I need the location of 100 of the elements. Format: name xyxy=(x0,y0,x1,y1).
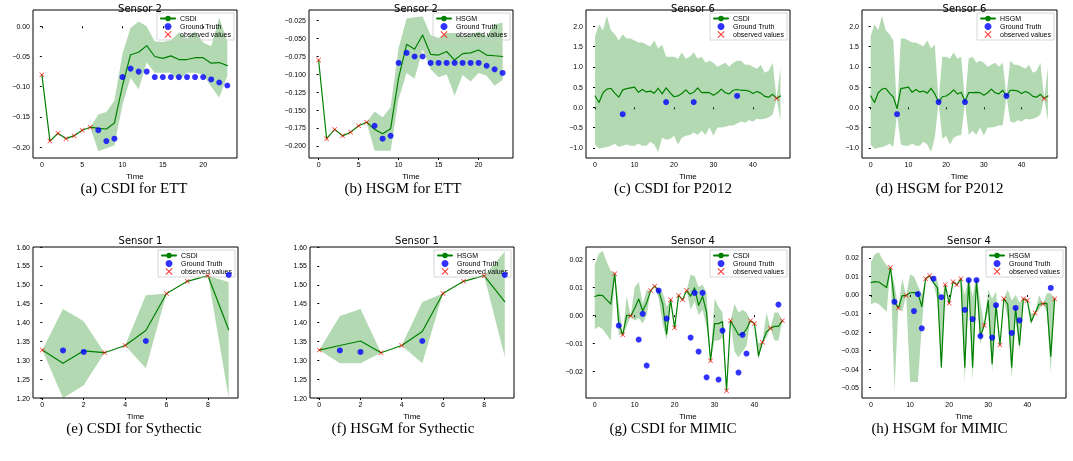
point xyxy=(119,74,126,81)
x-axis-title: Time xyxy=(402,172,421,182)
point xyxy=(735,369,742,376)
point xyxy=(1047,284,1054,291)
point xyxy=(356,123,362,129)
point xyxy=(927,273,933,279)
text: (g) CSDI for MIMIC xyxy=(609,419,737,437)
point xyxy=(332,126,338,132)
point xyxy=(894,111,901,118)
point xyxy=(923,276,929,282)
point xyxy=(60,347,67,354)
text: (e) CSDI for Sythectic xyxy=(66,419,203,437)
point xyxy=(403,49,410,56)
point xyxy=(419,53,426,60)
chart-title: Sensor 1 xyxy=(118,234,163,246)
point xyxy=(1020,296,1026,302)
point xyxy=(336,347,343,354)
point xyxy=(443,59,450,66)
point xyxy=(751,321,757,327)
x-axis-title: Time xyxy=(950,172,969,182)
line-series xyxy=(594,86,782,104)
point xyxy=(95,127,102,134)
point xyxy=(340,133,346,139)
point xyxy=(903,293,909,299)
point xyxy=(747,318,753,324)
point xyxy=(103,138,110,145)
point xyxy=(779,318,785,324)
point xyxy=(379,135,386,142)
point xyxy=(989,334,996,341)
point xyxy=(348,129,354,135)
point xyxy=(135,68,142,75)
x-axis-title: Time xyxy=(126,412,145,422)
chart-title: Sensor 1 xyxy=(395,234,439,246)
point xyxy=(467,59,474,66)
point xyxy=(224,82,231,89)
point xyxy=(695,348,702,355)
point xyxy=(973,277,980,284)
point xyxy=(39,72,45,78)
point xyxy=(715,376,722,383)
text: (h) HSGM for MIMIC xyxy=(871,419,1008,437)
point xyxy=(411,53,418,60)
x-axis-title: Time xyxy=(679,412,698,422)
point xyxy=(151,74,158,81)
text: (c) CSDI for P2012 xyxy=(614,179,732,197)
point xyxy=(1003,92,1010,99)
point xyxy=(891,298,898,305)
x-axis-title: Time xyxy=(955,412,974,422)
point xyxy=(699,289,706,296)
text: (b) HSGM for ETT xyxy=(344,179,462,197)
point xyxy=(1041,95,1047,101)
point xyxy=(775,301,782,308)
text: (f) HSGM for Sythectic xyxy=(331,419,475,437)
chart-title: Sensor 2 xyxy=(118,2,162,14)
point xyxy=(655,287,662,294)
point xyxy=(435,59,442,66)
point xyxy=(101,350,107,356)
point xyxy=(734,92,741,99)
point xyxy=(663,315,670,322)
point xyxy=(419,338,426,344)
point xyxy=(371,122,378,129)
point xyxy=(184,74,191,81)
point xyxy=(918,325,925,332)
point xyxy=(910,308,917,315)
point xyxy=(159,74,166,81)
point xyxy=(739,331,746,338)
point xyxy=(111,135,118,142)
point xyxy=(80,348,87,355)
point xyxy=(888,265,894,271)
point xyxy=(767,325,773,331)
text: (a) CSDI for ETT xyxy=(80,179,188,197)
line-series xyxy=(41,45,228,142)
chart-title: Sensor 6 xyxy=(942,2,987,14)
point xyxy=(387,132,394,139)
point xyxy=(461,278,467,284)
point xyxy=(192,74,199,81)
point xyxy=(774,95,780,101)
point xyxy=(619,111,626,118)
point xyxy=(459,59,466,66)
point xyxy=(759,339,765,345)
point xyxy=(167,74,174,81)
point xyxy=(993,302,1000,309)
point xyxy=(1024,298,1030,304)
point xyxy=(615,322,622,329)
chart-title: Sensor 4 xyxy=(947,234,991,246)
point xyxy=(399,343,405,349)
line-series xyxy=(41,275,230,364)
point xyxy=(961,306,968,313)
point xyxy=(977,333,984,340)
point xyxy=(668,297,674,303)
point xyxy=(208,76,215,83)
point xyxy=(184,278,190,284)
point xyxy=(364,119,370,125)
x-axis-title: Time xyxy=(403,412,422,422)
point xyxy=(690,99,697,106)
point xyxy=(216,79,223,86)
point xyxy=(142,338,149,344)
point xyxy=(491,66,498,73)
point xyxy=(663,99,670,106)
point xyxy=(969,316,976,323)
line-series xyxy=(870,86,1049,110)
